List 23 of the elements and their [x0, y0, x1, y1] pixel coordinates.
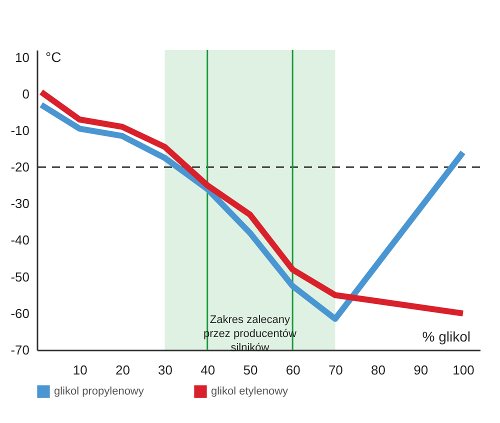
y-tick-label: -20	[10, 160, 30, 175]
x-tick-label: 10	[72, 362, 88, 378]
legend-label: glikol etylenowy	[211, 386, 289, 398]
y-tick-label: -70	[10, 342, 30, 358]
x-tick-label: 50	[243, 362, 258, 378]
y-tick-label: 10	[15, 50, 30, 65]
y-tick-label: 0	[22, 86, 30, 102]
x-tick-label: 20	[115, 362, 130, 378]
y-tick-label: -40	[10, 232, 30, 248]
legend-label: glikol propylenowy	[54, 386, 144, 398]
x-tick-label: 70	[328, 362, 343, 378]
x-tick-label: 30	[158, 362, 173, 378]
y-tick-label: -50	[10, 269, 30, 284]
y-axis-title: °C	[46, 48, 62, 65]
y-tick-label: -30	[10, 196, 30, 212]
y-tick-label: -60	[10, 306, 30, 321]
x-tick-label: 90	[414, 362, 428, 378]
x-tick-label: 100	[452, 362, 474, 378]
x-tick-label: 80	[371, 362, 386, 378]
x-tick-label: 40	[200, 362, 216, 378]
x-tick-label: 60	[286, 362, 300, 378]
y-tick-label: -10	[10, 122, 30, 138]
x-axis-title: % glikol	[422, 328, 470, 344]
